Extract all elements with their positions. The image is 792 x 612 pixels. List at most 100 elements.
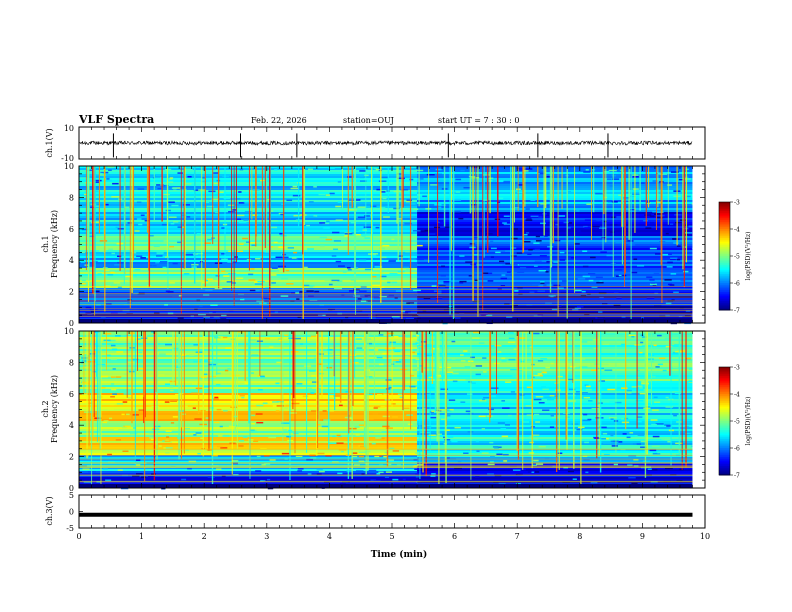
- ch1-spectrogram-noise-cell: [337, 201, 344, 203]
- ch2-spectrogram-noise-cell: [415, 475, 420, 478]
- ch1-spectrogram-noise-cell: [405, 268, 410, 271]
- ch1-spectrogram-noise-cell: [610, 231, 615, 233]
- ch1-spectrogram-noise-cell: [320, 245, 325, 248]
- ch2-spectrogram-row-after: [417, 385, 693, 387]
- ch2-spectrogram-noise-cell: [633, 459, 639, 461]
- ch1-spectrogram-noise-cell: [600, 251, 607, 254]
- ch1-spectrogram-noise-cell: [672, 238, 677, 240]
- ch1-spectrogram-noise-cell: [170, 222, 175, 225]
- ch2-spectrogram-noise-cell: [203, 360, 212, 362]
- ch1-spectrogram-noise-cell: [89, 235, 95, 238]
- ch2-spectrogram-noise-cell: [110, 383, 115, 385]
- ch1-spectrogram-row-after: [417, 300, 693, 302]
- ch1-spectrogram-noise-cell: [542, 266, 547, 269]
- ch2-spectrogram-row-after: [417, 365, 693, 367]
- ch1-spectrogram-noise-cell: [173, 220, 179, 223]
- ch1-spectrogram-noise-cell: [221, 314, 227, 317]
- ch1-spectrogram-noise-cell: [485, 272, 493, 275]
- ch1-spectrogram-noise-cell: [511, 247, 517, 249]
- ch2-spectrogram-noise-cell: [267, 478, 271, 481]
- ch2-spectrogram-noise-cell: [372, 413, 378, 415]
- ch1-spectrogram-noise-cell: [244, 211, 253, 213]
- ch1-spectrogram-noise-cell: [596, 281, 604, 284]
- ch2-spectrogram-noise-cell: [189, 354, 195, 356]
- ch2-spectrogram-noise-cell: [618, 441, 623, 443]
- ch1-spectrogram-row-after: [417, 172, 693, 174]
- ch2-spectrogram-noise-cell: [158, 374, 165, 376]
- ch2-spectrogram-noise-cell: [467, 431, 474, 433]
- ch1-spectrogram-noise-cell: [646, 276, 653, 278]
- ch1-spectrogram-noise-cell: [201, 176, 206, 179]
- ch1-spectrogram-noise-cell: [562, 280, 567, 282]
- ch1-spectrogram-noise-cell: [168, 201, 175, 204]
- ch1-spectrogram-empty-region: [692, 166, 705, 323]
- ch2-spectrogram-noise-cell: [339, 483, 346, 485]
- ch2-spectrogram-noise-cell: [293, 337, 301, 340]
- ch1-spectrogram-noise-cell: [391, 238, 395, 241]
- ch2-spectrogram-noise-cell: [538, 402, 545, 404]
- ch1-spectrogram-noise-cell: [412, 230, 421, 232]
- ch2-colorbar-cell: [719, 466, 730, 469]
- ch2-spectrogram-noise-cell: [529, 441, 534, 444]
- ch1-spectrogram-noise-cell: [409, 181, 414, 184]
- ch1-spectrogram-noise-cell: [334, 287, 343, 290]
- ch2-colorbar-cell: [719, 385, 730, 388]
- ch1-colorbar-cell: [719, 202, 730, 205]
- ch1-spectrogram-noise-cell: [153, 245, 160, 248]
- ch1-spectrogram-noise-cell: [413, 208, 419, 211]
- ch2-spectrogram-noise-cell: [603, 442, 611, 444]
- ch1-spectrogram-noise-cell: [598, 311, 603, 313]
- ch1-spectrogram-noise-cell: [611, 174, 617, 177]
- ch1-spectrogram-noise-cell: [500, 285, 506, 287]
- ch1-spectrogram-noise-cell: [90, 311, 95, 313]
- ch2-spectrogram-row-before: [79, 473, 418, 475]
- ch2-spectrogram-row-before: [79, 431, 418, 433]
- ch2-spectrogram-row-after: [417, 401, 693, 403]
- ch1-spectrogram-noise-cell: [280, 295, 289, 297]
- ch2-spectrogram-noise-cell: [126, 336, 132, 338]
- ch2-spectrogram-noise-cell: [402, 478, 406, 481]
- ch1-spectrogram-noise-cell: [685, 195, 691, 198]
- ch2-spectrogram-noise-cell: [546, 398, 555, 401]
- ch1-colorbar-cell: [719, 218, 730, 221]
- ch2-spectrogram-noise-cell: [483, 396, 491, 399]
- ch2-colorbar-tick-label: -7: [734, 473, 740, 480]
- ch2-spectrogram-noise-cell: [501, 435, 509, 438]
- ch2-spectrogram-noise-cell: [138, 367, 144, 370]
- ch1-spectrogram-noise-cell: [169, 245, 175, 248]
- ch1-spectrogram-noise-cell: [595, 192, 603, 195]
- ch2-spectrogram-noise-cell: [136, 338, 141, 340]
- ch3-ytick-label: 5: [69, 491, 74, 500]
- ch2-spectrogram-noise-cell: [81, 381, 88, 384]
- ch1-spectrogram-row-after: [417, 182, 693, 184]
- ch2-spectrogram-noise-cell: [125, 425, 131, 428]
- ch1-spectrogram-noise-cell: [345, 181, 351, 184]
- ch1-spectrogram-noise-cell: [662, 253, 669, 256]
- ch1-spectrogram-noise-cell: [172, 262, 178, 265]
- ch1-spectrogram-noise-cell: [517, 286, 523, 289]
- ch2-spectrogram-noise-cell: [115, 376, 122, 378]
- ch2-spectrogram-noise-cell: [483, 371, 487, 373]
- ch1-spectrogram-noise-cell: [113, 282, 121, 284]
- ch1-spectrogram-noise-cell: [99, 240, 108, 242]
- ch2-spectrogram-noise-cell: [641, 381, 649, 383]
- ch2-spectrogram-row-before: [79, 409, 418, 411]
- ch2-spectrogram-noise-cell: [361, 473, 365, 475]
- ch2-spectrogram-noise-cell: [591, 407, 600, 410]
- ch1-colorbar-tick-label: -6: [734, 281, 740, 288]
- ch2-spectrogram-noise-cell: [378, 334, 384, 336]
- ch1-spectrogram-noise-cell: [590, 256, 596, 259]
- ch1-spectrogram-row-before: [79, 232, 418, 234]
- ch2-spectrogram-noise-cell: [573, 469, 582, 472]
- ch1-spectrogram-noise-cell: [460, 169, 465, 172]
- ch1-spectrogram-noise-cell: [236, 214, 245, 217]
- ch2-spectrogram-noise-cell: [382, 415, 390, 418]
- ch2-spectrogram-row-after: [417, 467, 693, 469]
- ch2-spectrogram-noise-cell: [108, 417, 113, 420]
- ch1-spectrogram-noise-cell: [95, 181, 100, 184]
- ch2-spectrogram-noise-cell: [501, 357, 506, 360]
- ch2-spectrogram-noise-cell: [622, 433, 627, 435]
- ch1-spectrogram-noise-cell: [291, 257, 297, 259]
- ch2-spectrogram-noise-cell: [88, 383, 94, 385]
- ch2-spectrogram-noise-cell: [568, 388, 576, 391]
